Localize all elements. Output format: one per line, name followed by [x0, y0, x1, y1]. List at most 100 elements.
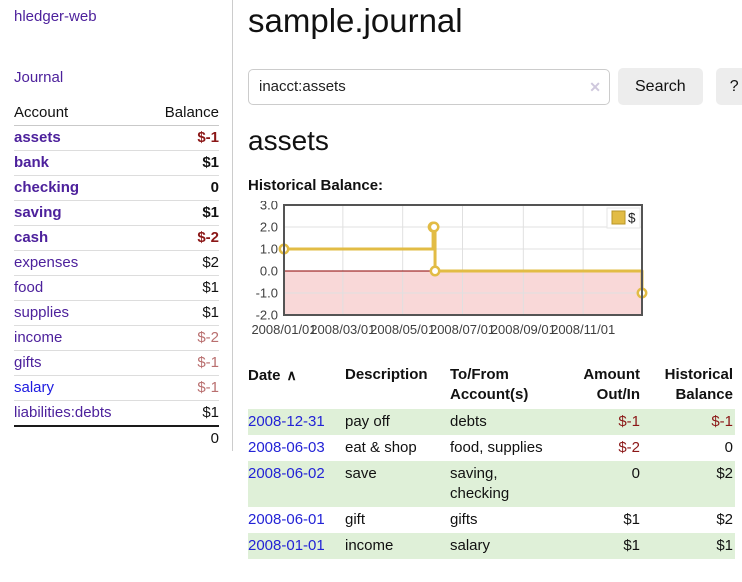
account-link[interactable]: gifts [14, 354, 42, 371]
register-col-accounts: To/From Account(s) [450, 366, 529, 403]
svg-text:-1.0: -1.0 [256, 286, 278, 301]
register-col-description: Description [345, 366, 428, 383]
transaction-date-link[interactable]: 2008-12-31 [248, 413, 325, 430]
transaction-description: income [345, 533, 450, 559]
transaction-amount: $1 [554, 533, 642, 559]
historical-balance-chart: 3.0 2.0 1.0 0.0 -1.0 -2.0 2008/01/01 2008/03/01… [248, 198, 742, 343]
account-balance: $1 [145, 200, 219, 226]
register-row: 2008-12-31 pay off debts $-1 $-1 [248, 409, 735, 435]
account-link[interactable]: liabilities:debts [14, 404, 112, 421]
register-col-balance: Historical Balance [664, 366, 733, 403]
transaction-date-link[interactable]: 2008-01-01 [248, 537, 325, 554]
register-row: 2008-06-02 save saving, checking 0 $2 [248, 461, 735, 507]
account-balance: $-1 [197, 129, 219, 146]
account-row: cash $-2 [14, 225, 219, 251]
sidebar: hledger-web Journal Account Balance asse… [0, 0, 233, 451]
account-link[interactable]: saving [14, 204, 62, 221]
svg-text:-2.0: -2.0 [256, 308, 278, 323]
search-input[interactable] [248, 68, 610, 105]
app-layout: hledger-web Journal Account Balance asse… [0, 0, 742, 559]
account-balance: $-1 [145, 375, 219, 401]
transaction-balance: $-1 [642, 409, 735, 435]
accounts-col-balance: Balance [145, 101, 219, 126]
help-button[interactable]: ? [715, 68, 742, 105]
search-form: ✕ Search ? [248, 68, 742, 105]
account-row: expenses $2 [14, 250, 219, 276]
register-row: 2008-06-01 gift gifts $1 $2 [248, 507, 735, 533]
transaction-description: save [345, 461, 450, 507]
account-row: supplies $1 [14, 300, 219, 326]
transaction-date-link[interactable]: 2008-06-03 [248, 439, 325, 456]
account-balance: $1 [145, 275, 219, 301]
account-heading: assets [248, 125, 329, 156]
transaction-amount: 0 [554, 461, 642, 507]
search-button[interactable]: Search [618, 68, 703, 105]
transaction-description: gift [345, 511, 366, 528]
accounts-table: Account Balance assets $-1 bank $1 checking 0… [14, 101, 219, 451]
transaction-description: pay off [345, 409, 450, 435]
transaction-amount: $1 [623, 511, 640, 528]
account-balance: $1 [145, 400, 219, 426]
account-link[interactable]: bank [14, 154, 50, 171]
transaction-balance: 0 [724, 439, 733, 456]
account-link[interactable]: income [14, 329, 63, 346]
account-link[interactable]: food [14, 279, 44, 296]
account-row: salary $-1 [14, 375, 219, 401]
brand-link[interactable]: hledger-web [14, 8, 97, 25]
account-row: food $1 [14, 275, 219, 301]
account-row: gifts $-1 [14, 350, 219, 376]
svg-text:2008/09/01: 2008/09/01 [491, 322, 556, 337]
transaction-accounts: debts [450, 409, 554, 435]
account-balance: $1 [145, 300, 219, 326]
transaction-date-link[interactable]: 2008-06-02 [248, 465, 325, 482]
account-balance: 0 [145, 175, 219, 201]
svg-text:3.0: 3.0 [260, 201, 278, 213]
svg-text:2008/07/01: 2008/07/01 [430, 322, 495, 337]
accounts-total-value: 0 [145, 425, 219, 451]
clear-search-icon[interactable]: ✕ [589, 78, 601, 95]
svg-text:2.0: 2.0 [260, 220, 278, 235]
svg-text:2008/03/01: 2008/03/01 [310, 322, 375, 337]
account-balance: $-2 [145, 325, 219, 351]
accounts-col-account: Account [14, 101, 146, 126]
account-link[interactable]: supplies [14, 304, 70, 321]
account-balance: $-2 [145, 225, 219, 251]
account-row: income $-2 [14, 325, 219, 351]
account-row: assets $-1 [14, 126, 219, 151]
transaction-balance: $2 [642, 461, 735, 507]
account-balance: $-1 [145, 350, 219, 376]
sidebar-item-journal[interactable]: Journal [14, 69, 64, 86]
account-balance: $2 [145, 250, 219, 276]
register-table: Date ∧ Description To/From Account(s) Amo… [248, 363, 735, 559]
register-row: 2008-01-01 income salary $1 $1 [248, 533, 735, 559]
transaction-accounts: saving, checking [450, 461, 554, 507]
svg-text:2008/05/01: 2008/05/01 [370, 322, 435, 337]
account-link[interactable]: assets [14, 129, 61, 146]
svg-text:1.0: 1.0 [260, 242, 278, 257]
account-link[interactable]: salary [14, 379, 55, 396]
transaction-description: eat & shop [345, 439, 417, 456]
account-link[interactable]: cash [14, 229, 49, 246]
account-row: saving $1 [14, 200, 219, 226]
account-link[interactable]: checking [14, 179, 80, 196]
transaction-amount: $-1 [554, 409, 642, 435]
account-row: liabilities:debts $1 [14, 400, 219, 426]
register-col-amount: Amount Out/In [583, 366, 640, 403]
transaction-balance: $2 [716, 511, 733, 528]
transaction-accounts: salary [450, 533, 554, 559]
account-balance: $1 [145, 150, 219, 176]
main-content: sample.journal ✕ Search ? assets Histori… [233, 0, 742, 559]
svg-text:2008/11/01: 2008/11/01 [551, 322, 615, 337]
accounts-total-row: 0 [14, 425, 219, 451]
transaction-date-link[interactable]: 2008-06-01 [248, 511, 325, 528]
account-link[interactable]: expenses [14, 254, 79, 271]
transaction-balance: $1 [642, 533, 735, 559]
chart-title: Historical Balance: [248, 177, 384, 194]
register-row: 2008-06-03 eat & shop food, supplies $-2 0 [248, 435, 735, 461]
svg-text:2008/01/01: 2008/01/01 [251, 322, 316, 337]
transaction-accounts: gifts [450, 511, 478, 528]
register-col-date[interactable]: Date ∧ [248, 367, 297, 384]
page-title: sample.journal [248, 2, 463, 39]
transaction-accounts: food, supplies [450, 439, 543, 456]
sort-asc-icon: ∧ [286, 367, 297, 383]
